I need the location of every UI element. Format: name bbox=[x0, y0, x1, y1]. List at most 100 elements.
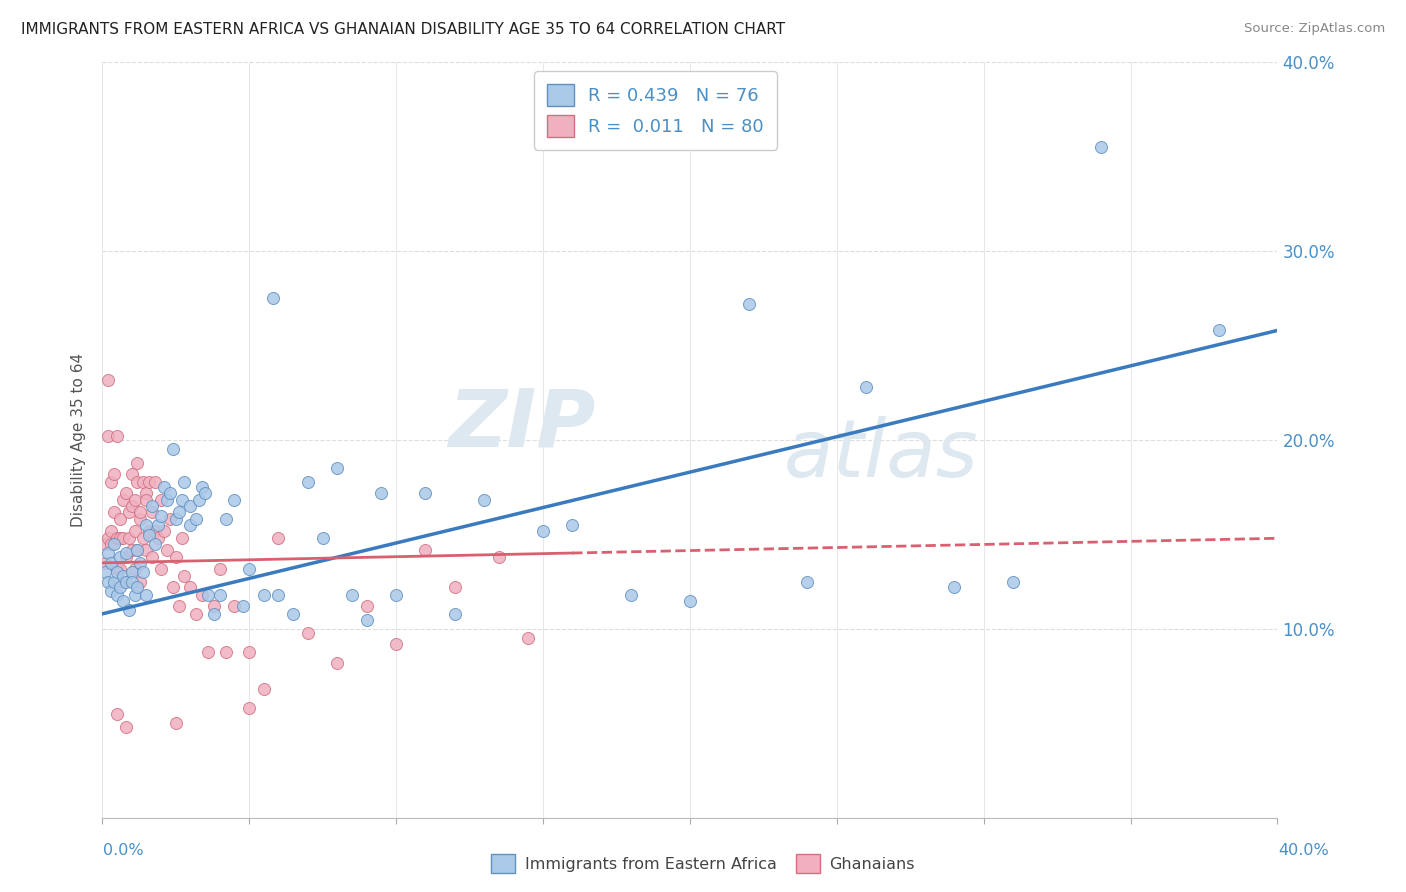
Point bbox=[94, 566, 117, 580]
Point bbox=[121, 542, 143, 557]
Point bbox=[238, 561, 260, 575]
Point bbox=[283, 607, 305, 621]
Point bbox=[297, 475, 319, 489]
Point bbox=[165, 716, 187, 731]
Point bbox=[197, 645, 219, 659]
Point bbox=[100, 475, 122, 489]
Point bbox=[100, 524, 122, 538]
Point bbox=[105, 588, 128, 602]
Point bbox=[143, 537, 166, 551]
Point bbox=[165, 550, 187, 565]
Point bbox=[124, 561, 146, 575]
Point bbox=[100, 556, 122, 570]
Point bbox=[170, 531, 193, 545]
Point bbox=[149, 561, 172, 575]
Point bbox=[138, 524, 160, 538]
Point bbox=[224, 599, 246, 614]
Text: atlas: atlas bbox=[783, 417, 979, 494]
Point bbox=[127, 456, 149, 470]
Point bbox=[114, 550, 136, 565]
Point bbox=[191, 588, 214, 602]
Point bbox=[105, 706, 128, 721]
Point bbox=[326, 461, 349, 475]
Point bbox=[179, 499, 201, 513]
Point bbox=[1001, 574, 1024, 589]
Point bbox=[796, 574, 818, 589]
Point bbox=[135, 518, 157, 533]
Point bbox=[114, 486, 136, 500]
Point bbox=[141, 550, 163, 565]
Point bbox=[135, 588, 157, 602]
Point bbox=[108, 531, 131, 545]
Point bbox=[103, 467, 125, 481]
Point bbox=[135, 486, 157, 500]
Legend: R = 0.439   N = 76, R =  0.011   N = 80: R = 0.439 N = 76, R = 0.011 N = 80 bbox=[534, 71, 776, 150]
Point bbox=[121, 467, 143, 481]
Point bbox=[443, 607, 465, 621]
Point bbox=[173, 475, 195, 489]
Point bbox=[214, 645, 236, 659]
Point bbox=[129, 574, 152, 589]
Point bbox=[443, 581, 465, 595]
Point bbox=[162, 442, 184, 457]
Point bbox=[108, 581, 131, 595]
Point bbox=[146, 531, 169, 545]
Point bbox=[105, 429, 128, 443]
Point bbox=[121, 574, 143, 589]
Point bbox=[97, 546, 120, 560]
Point bbox=[103, 505, 125, 519]
Point bbox=[124, 588, 146, 602]
Point bbox=[191, 480, 214, 494]
Text: IMMIGRANTS FROM EASTERN AFRICA VS GHANAIAN DISABILITY AGE 35 TO 64 CORRELATION C: IMMIGRANTS FROM EASTERN AFRICA VS GHANAI… bbox=[21, 22, 785, 37]
Point bbox=[100, 537, 122, 551]
Point bbox=[114, 546, 136, 560]
Point bbox=[124, 493, 146, 508]
Point bbox=[188, 493, 211, 508]
Point bbox=[132, 566, 155, 580]
Point bbox=[105, 531, 128, 545]
Point bbox=[297, 625, 319, 640]
Point bbox=[737, 297, 759, 311]
Point bbox=[356, 613, 378, 627]
Point bbox=[100, 584, 122, 599]
Point bbox=[561, 518, 583, 533]
Text: ZIP: ZIP bbox=[449, 386, 596, 464]
Point bbox=[108, 561, 131, 575]
Point bbox=[385, 588, 408, 602]
Point bbox=[124, 524, 146, 538]
Point bbox=[214, 512, 236, 526]
Point bbox=[267, 531, 290, 545]
Point bbox=[153, 524, 176, 538]
Point bbox=[129, 512, 152, 526]
Point bbox=[253, 588, 276, 602]
Point bbox=[208, 588, 231, 602]
Point bbox=[179, 581, 201, 595]
Point bbox=[127, 542, 149, 557]
Point bbox=[111, 593, 134, 607]
Point bbox=[108, 550, 131, 565]
Point bbox=[127, 581, 149, 595]
Point bbox=[105, 566, 128, 580]
Point bbox=[238, 701, 260, 715]
Point bbox=[114, 720, 136, 734]
Point bbox=[97, 373, 120, 387]
Point bbox=[103, 574, 125, 589]
Point bbox=[135, 542, 157, 557]
Point bbox=[385, 637, 408, 651]
Y-axis label: Disability Age 35 to 64: Disability Age 35 to 64 bbox=[72, 353, 86, 527]
Point bbox=[186, 607, 208, 621]
Point bbox=[94, 556, 117, 570]
Point bbox=[340, 588, 363, 602]
Point bbox=[149, 493, 172, 508]
Point bbox=[111, 569, 134, 583]
Point bbox=[488, 550, 510, 565]
Point bbox=[111, 493, 134, 508]
Point bbox=[97, 531, 120, 545]
Text: 0.0%: 0.0% bbox=[103, 843, 143, 858]
Point bbox=[135, 493, 157, 508]
Point bbox=[94, 537, 117, 551]
Point bbox=[129, 556, 152, 570]
Point bbox=[620, 588, 643, 602]
Point bbox=[108, 512, 131, 526]
Point bbox=[326, 656, 349, 670]
